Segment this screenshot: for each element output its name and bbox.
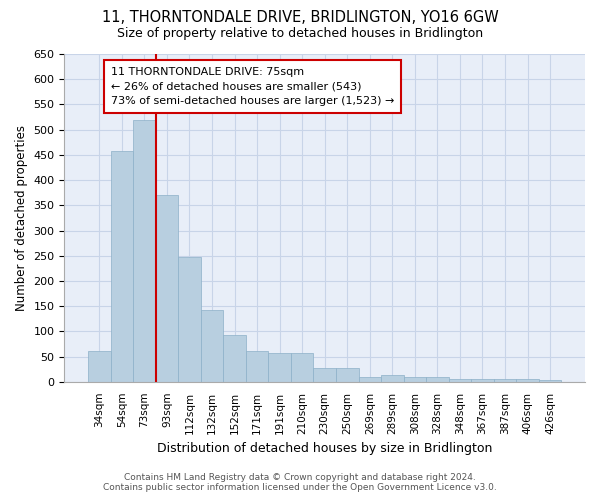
Text: Size of property relative to detached houses in Bridlington: Size of property relative to detached ho… [117,28,483,40]
Bar [246,350,268,382]
Bar [88,350,110,382]
Bar [178,256,201,382]
Bar [223,335,246,382]
Bar [381,376,404,382]
Bar [449,380,471,382]
Bar [516,380,539,382]
Bar [404,377,426,382]
X-axis label: Distribution of detached houses by size in Bridlington: Distribution of detached houses by size … [157,442,493,455]
Bar [336,368,359,382]
Bar [426,377,449,382]
Bar [110,151,133,382]
Bar [201,310,223,382]
Text: 11 THORNTONDALE DRIVE: 75sqm
← 26% of detached houses are smaller (543)
73% of s: 11 THORNTONDALE DRIVE: 75sqm ← 26% of de… [110,66,394,106]
Bar [359,377,381,382]
Bar [133,120,155,382]
Text: Contains HM Land Registry data © Crown copyright and database right 2024.
Contai: Contains HM Land Registry data © Crown c… [103,473,497,492]
Text: 11, THORNTONDALE DRIVE, BRIDLINGTON, YO16 6GW: 11, THORNTONDALE DRIVE, BRIDLINGTON, YO1… [101,10,499,25]
Bar [291,353,313,382]
Bar [268,353,291,382]
Bar [539,380,562,382]
Bar [494,380,516,382]
Bar [313,368,336,382]
Bar [155,195,178,382]
Y-axis label: Number of detached properties: Number of detached properties [15,125,28,311]
Bar [471,380,494,382]
